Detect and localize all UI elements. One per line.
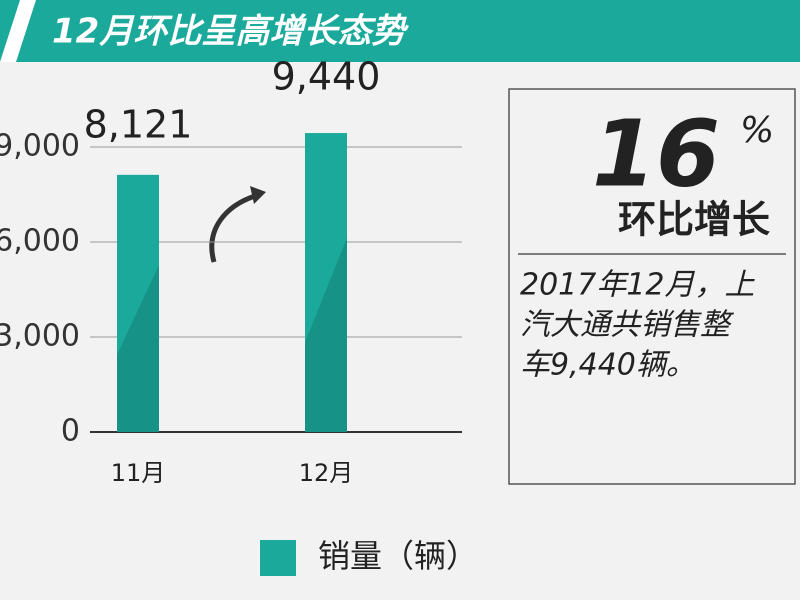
value-label: 8,121 [84,102,193,146]
annotation-text: 汽大通共销售整 [520,308,735,343]
annotation-text: 车9,440辆。 [520,348,696,383]
growth-caption: 环比增长 [618,198,770,242]
y-tick-label: 6,000 [0,224,80,259]
header-stripe [0,0,36,62]
y-tick-label: 0 [61,414,80,449]
chart-title: 12月环比呈高增长态势 [52,12,409,52]
y-tick-label: 3,000 [0,319,80,354]
x-tick-label: 12月 [299,459,354,487]
annotation-text: 2017年12月，上 [520,268,756,303]
value-label: 9,440 [272,55,381,99]
arrow-head [250,186,266,204]
header-band [0,0,800,62]
bar [117,174,159,432]
growth-unit: % [740,110,774,151]
bar [305,133,347,433]
growth-number: 16 [592,100,720,207]
annotation-box [508,88,796,485]
legend-label: 销量（辆） [318,537,478,575]
y-tick-label: 9,000 [0,129,80,164]
arrow [209,192,259,263]
bar-shade [305,237,347,432]
legend-swatch [260,540,296,576]
x-tick-label: 11月 [111,459,166,487]
bar-shade [117,264,159,432]
